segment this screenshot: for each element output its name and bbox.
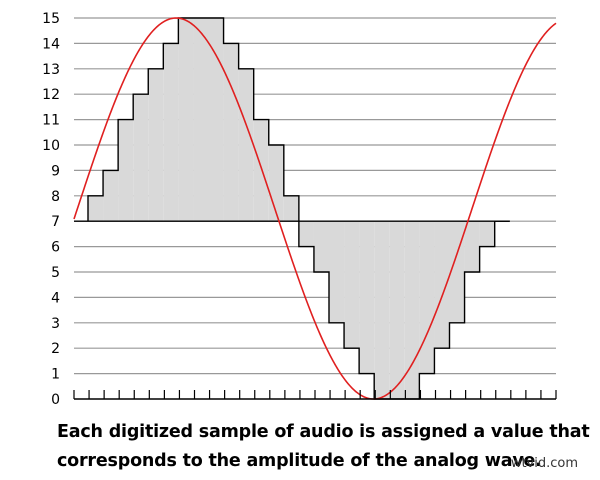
sample-bar-16: [329, 221, 344, 323]
sample-bar-2: [118, 120, 133, 222]
y-tick-label-4: 4: [51, 290, 60, 306]
y-tick-label-0: 0: [51, 392, 60, 408]
watermark: wtvid.com: [511, 456, 578, 471]
sample-bar-14: [299, 221, 314, 246]
y-tick-label-2: 2: [51, 341, 60, 357]
sample-bar-23: [434, 221, 449, 348]
quantized-area: [88, 18, 495, 399]
sample-bar-12: [269, 145, 284, 221]
sample-bar-13: [284, 196, 299, 221]
sample-bar-18: [359, 221, 374, 373]
sample-bar-25: [465, 221, 480, 272]
sample-bar-15: [314, 221, 329, 272]
y-tick-label-1: 1: [51, 367, 60, 383]
sample-bar-10: [239, 69, 254, 221]
sample-bar-0: [88, 196, 103, 221]
x-axis: [74, 390, 556, 399]
sample-bar-19: [374, 221, 389, 399]
y-tick-label-8: 8: [51, 189, 60, 205]
y-tick-label-10: 10: [42, 138, 60, 154]
sample-bar-7: [193, 18, 208, 221]
y-tick-label-12: 12: [42, 87, 60, 103]
y-tick-label-14: 14: [42, 36, 60, 52]
sample-bar-20: [389, 221, 404, 399]
y-tick-label-15: 15: [42, 11, 60, 27]
y-tick-label-11: 11: [42, 113, 60, 129]
y-tick-label-6: 6: [51, 240, 60, 256]
caption-line-2: corresponds to the amplitude of the anal…: [57, 447, 587, 476]
caption: Each digitized sample of audio is assign…: [57, 418, 587, 476]
sample-bar-6: [178, 18, 193, 221]
y-tick-label-9: 9: [51, 163, 60, 179]
sample-bar-22: [419, 221, 434, 373]
sample-bar-11: [254, 120, 269, 222]
sample-bar-26: [480, 221, 495, 246]
sample-bar-8: [209, 18, 224, 221]
y-tick-label-3: 3: [51, 316, 60, 332]
sample-bar-17: [344, 221, 359, 348]
sample-bar-9: [224, 43, 239, 221]
sample-bar-4: [148, 69, 163, 221]
y-tick-label-13: 13: [42, 62, 60, 78]
sample-bar-3: [133, 94, 148, 221]
y-tick-label-5: 5: [51, 265, 60, 281]
sample-bar-1: [103, 170, 118, 221]
y-tick-label-7: 7: [51, 214, 60, 230]
caption-line-1: Each digitized sample of audio is assign…: [57, 418, 587, 447]
sample-bar-5: [163, 43, 178, 221]
